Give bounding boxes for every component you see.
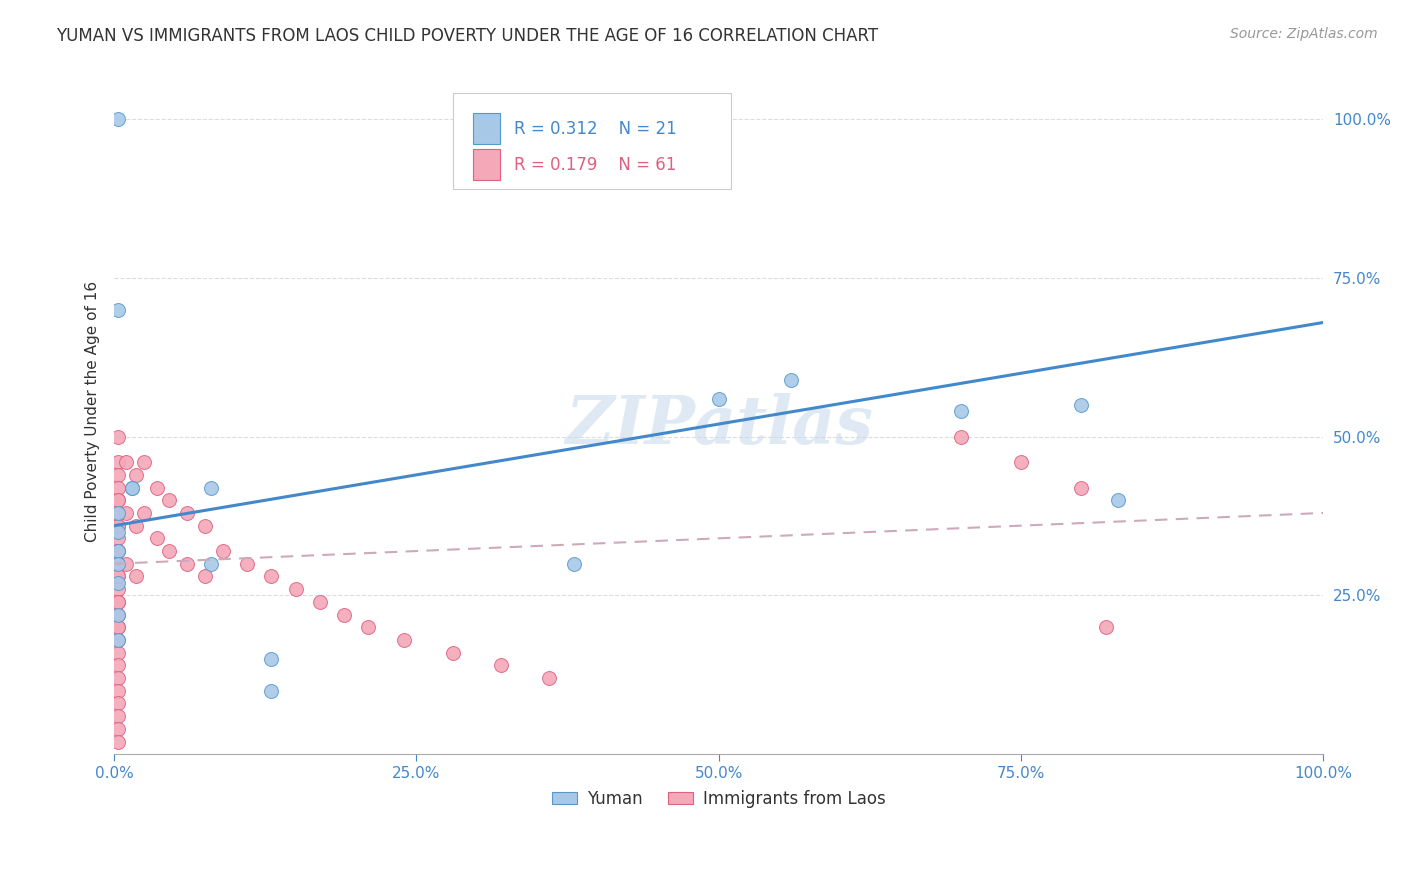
Point <box>107 518 129 533</box>
Point <box>707 392 730 406</box>
Point <box>107 430 129 444</box>
Point <box>260 683 283 698</box>
Point <box>107 524 129 539</box>
Point <box>134 455 156 469</box>
Point <box>107 646 129 660</box>
Point <box>115 455 138 469</box>
Point <box>107 557 129 571</box>
Point <box>200 557 222 571</box>
Point <box>107 518 129 533</box>
Point <box>949 430 972 444</box>
Point <box>121 481 143 495</box>
Point <box>107 607 129 622</box>
Point <box>107 658 129 673</box>
Point <box>284 582 307 596</box>
Point <box>308 595 330 609</box>
Point <box>107 722 129 736</box>
Point <box>107 493 129 508</box>
Point <box>145 481 167 495</box>
Point <box>107 544 129 558</box>
FancyBboxPatch shape <box>474 149 501 180</box>
FancyBboxPatch shape <box>474 113 501 144</box>
Point <box>107 467 129 482</box>
Text: YUMAN VS IMMIGRANTS FROM LAOS CHILD POVERTY UNDER THE AGE OF 16 CORRELATION CHAR: YUMAN VS IMMIGRANTS FROM LAOS CHILD POVE… <box>56 27 879 45</box>
Text: ZIPatlas: ZIPatlas <box>565 392 873 458</box>
Text: R = 0.179    N = 61: R = 0.179 N = 61 <box>515 155 676 174</box>
Point <box>107 607 129 622</box>
Point <box>107 532 129 546</box>
Point <box>107 302 129 317</box>
Point <box>107 595 129 609</box>
Point <box>107 506 129 520</box>
Point <box>489 658 512 673</box>
Point <box>107 569 129 583</box>
Point <box>780 373 803 387</box>
Point <box>107 481 129 495</box>
Point <box>107 697 129 711</box>
Point <box>107 709 129 723</box>
Point <box>394 632 416 647</box>
Point <box>107 455 129 469</box>
Point <box>107 671 129 685</box>
Point <box>200 481 222 495</box>
Point <box>107 620 129 634</box>
Point <box>107 544 129 558</box>
Point <box>107 595 129 609</box>
Point <box>1070 481 1092 495</box>
Point <box>134 506 156 520</box>
Point <box>176 506 198 520</box>
Point <box>357 620 380 634</box>
Point <box>1107 493 1129 508</box>
Point <box>115 506 138 520</box>
Point <box>538 671 561 685</box>
Point <box>194 569 217 583</box>
Text: R = 0.312    N = 21: R = 0.312 N = 21 <box>515 120 678 137</box>
Point <box>260 569 283 583</box>
Point <box>176 557 198 571</box>
Point <box>260 652 283 666</box>
Point <box>107 544 129 558</box>
Point <box>107 582 129 596</box>
Point <box>1094 620 1116 634</box>
Point <box>125 569 148 583</box>
Point <box>145 532 167 546</box>
Point <box>115 557 138 571</box>
Point <box>194 518 217 533</box>
Text: Source: ZipAtlas.com: Source: ZipAtlas.com <box>1230 27 1378 41</box>
Point <box>157 544 180 558</box>
Point <box>107 557 129 571</box>
Point <box>212 544 235 558</box>
Y-axis label: Child Poverty Under the Age of 16: Child Poverty Under the Age of 16 <box>86 281 100 542</box>
Legend: Yuman, Immigrants from Laos: Yuman, Immigrants from Laos <box>546 783 891 814</box>
Point <box>107 575 129 590</box>
Point <box>107 620 129 634</box>
Point <box>107 569 129 583</box>
Point <box>107 493 129 508</box>
FancyBboxPatch shape <box>453 93 731 188</box>
Point <box>157 493 180 508</box>
Point <box>562 557 585 571</box>
Point <box>441 646 464 660</box>
Point <box>1010 455 1032 469</box>
Point <box>107 683 129 698</box>
Point <box>1070 398 1092 412</box>
Point <box>107 632 129 647</box>
Point <box>121 481 143 495</box>
Point <box>949 404 972 418</box>
Point <box>107 734 129 748</box>
Point <box>236 557 259 571</box>
Point <box>125 467 148 482</box>
Point <box>107 632 129 647</box>
Point <box>107 506 129 520</box>
Point <box>107 112 129 127</box>
Point <box>125 518 148 533</box>
Point <box>333 607 356 622</box>
